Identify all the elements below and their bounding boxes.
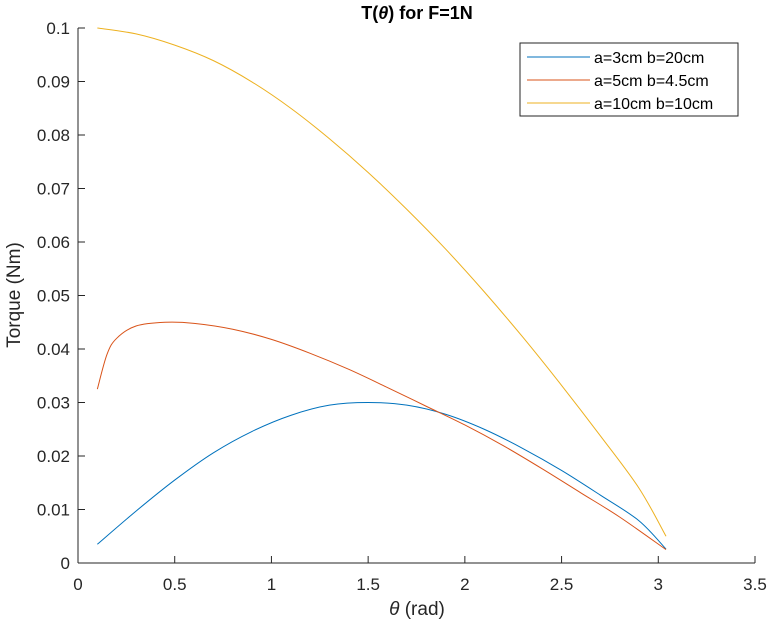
y-tick-label: 0 [61, 554, 70, 573]
chart-title-suffix: ) for F=1N [388, 3, 473, 23]
y-tick-label: 0.08 [37, 126, 70, 145]
x-tick-label: 2.5 [550, 575, 574, 594]
x-tick-label: 0 [73, 575, 82, 594]
chart-title-prefix: T( [361, 3, 378, 23]
series-line-2 [96, 321, 667, 551]
y-tick-label: 0.01 [37, 501, 70, 520]
y-tick-label: 0.09 [37, 73, 70, 92]
legend-entry-2: a=5cm b=4.5cm [594, 73, 709, 90]
chart-title: T(θ) for F=1N [361, 3, 473, 23]
y-tick-label: 0.07 [37, 180, 70, 199]
chart-title-symbol: θ [378, 3, 388, 23]
y-tick-label: 0.1 [46, 19, 70, 38]
y-tick-label: 0.04 [37, 340, 70, 359]
series-line-1 [97, 401, 667, 550]
y-axis-label: Torque (Nm) [4, 242, 25, 348]
legend-entry-3: a=10cm b=10cm [594, 96, 713, 113]
x-tick-label: 0.5 [163, 575, 187, 594]
x-tick-label: 1 [267, 575, 276, 594]
y-tick-label: 0.02 [37, 447, 70, 466]
y-tick-label: 0.06 [37, 233, 70, 252]
x-tick-label: 3 [654, 575, 663, 594]
y-tick-label: 0.03 [37, 394, 70, 413]
legend: a=3cm b=20cm a=5cm b=4.5cm a=10cm b=10cm [519, 42, 739, 117]
plot-area: 0 0.5 1 1.5 2 2.5 3 3.5 0 0.01 0.02 0.03 0.04 0.05 0.0… [37, 19, 767, 594]
x-tick-label: 1.5 [356, 575, 380, 594]
x-tick-label: 3.5 [743, 575, 767, 594]
x-axis-label-symbol: θ [389, 599, 400, 620]
x-axis-label: θ (rad) [389, 599, 445, 620]
y-tick-label: 0.05 [37, 287, 70, 306]
legend-entry-1: a=3cm b=20cm [594, 50, 704, 67]
x-tick-label: 2 [460, 575, 469, 594]
x-axis-label-unit: (rad) [399, 599, 444, 620]
series-line-3 [97, 27, 667, 537]
